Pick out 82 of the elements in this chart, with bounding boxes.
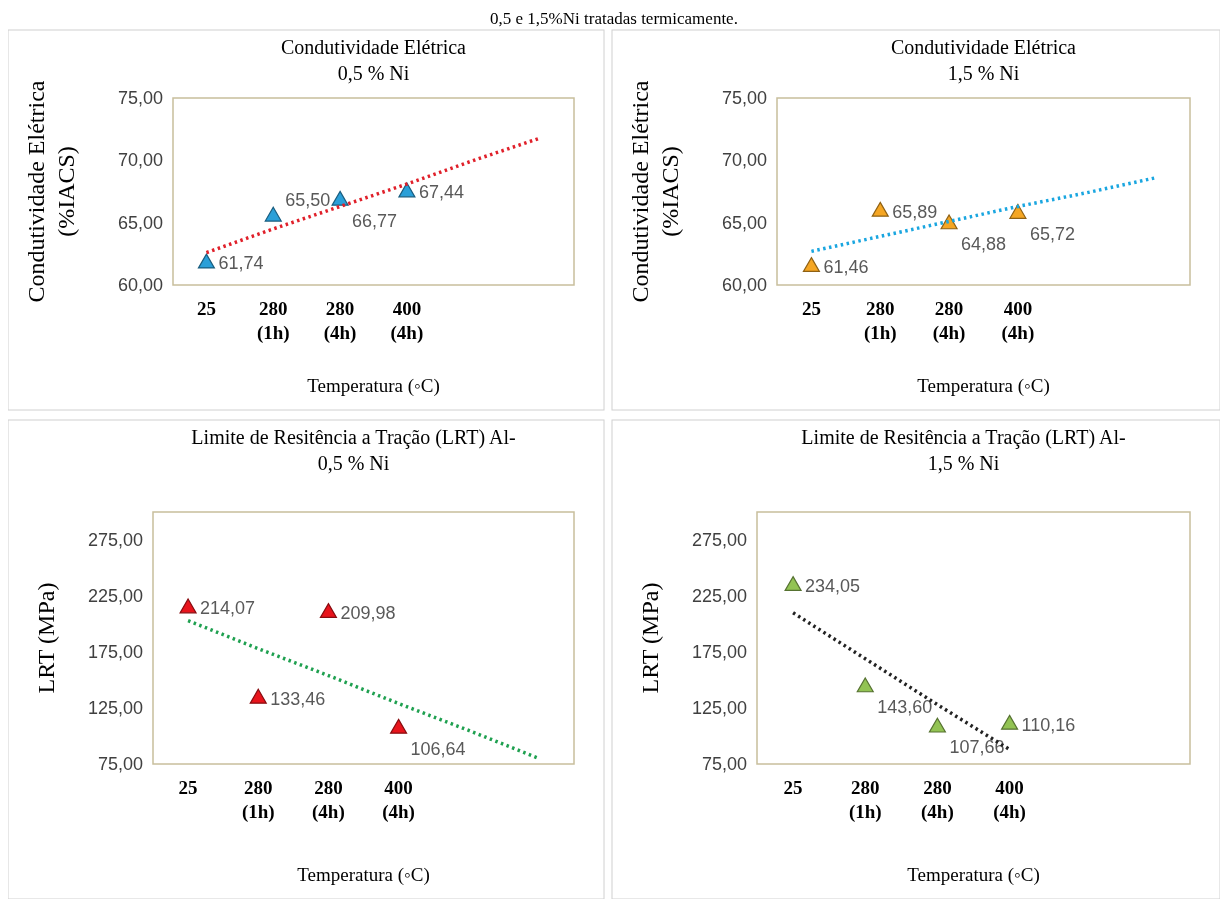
x-tick-label: 280 (1h) — [848, 777, 882, 823]
point — [249, 688, 267, 704]
data-label: 64,88 — [961, 234, 1007, 255]
x-tick-label: 400 (4h) — [993, 777, 1026, 823]
point — [928, 717, 946, 733]
data-label: 66,77 — [352, 210, 398, 231]
x-tick-label: 280 (1h) — [863, 298, 897, 344]
data-label: 214,07 — [200, 598, 256, 619]
y-tick-label: 70,00 — [721, 150, 767, 171]
x-tick-label: 25 — [783, 777, 803, 798]
data-label: 106,64 — [410, 738, 466, 759]
point — [1001, 714, 1019, 730]
x-tick-label: 280 (4h) — [932, 298, 966, 344]
data-label: 234,05 — [805, 575, 861, 596]
data-label: 61,46 — [823, 256, 869, 277]
x-tick-label: 400 (4h) — [1001, 298, 1035, 344]
chart-title: Condutividade Elétrica — [281, 36, 467, 58]
y-tick-label: 125,00 — [87, 698, 143, 718]
x-tick-label: 25 — [196, 298, 216, 319]
data-label: 65,72 — [1029, 223, 1075, 244]
y-tick-label: 60,00 — [117, 275, 163, 295]
x-tick-label: 25 — [178, 777, 198, 798]
y-axis-title: Condutividade Elétrica (%IACS) — [627, 80, 683, 303]
y-axis-title: LRT (MPa) — [33, 582, 59, 694]
y-tick-label: 65,00 — [117, 212, 163, 233]
y-tick-label: 225,00 — [691, 586, 747, 606]
chart-title: Limite de Resitência a Tração (LRT) Al- — [801, 426, 1126, 449]
x-tick-label: 25 — [801, 298, 821, 319]
x-tick-label: 280 (4h) — [921, 777, 954, 823]
data-label: 67,44 — [418, 182, 464, 203]
point — [331, 190, 349, 206]
y-tick-label: 275,00 — [691, 530, 747, 550]
x-axis-title: Temperatura (◦C) — [907, 864, 1040, 886]
data-label: 107,66 — [949, 737, 1005, 758]
x-tick-label: 280 (1h) — [256, 298, 290, 344]
chart-subtitle: 0,5 % Ni — [337, 62, 410, 84]
data-label: 133,46 — [270, 688, 326, 709]
chart-subtitle: 1,5 % Ni — [947, 62, 1020, 84]
point — [390, 718, 408, 734]
point — [856, 677, 874, 693]
y-tick-label: 275,00 — [87, 530, 143, 550]
y-tick-label: 75,00 — [117, 88, 163, 108]
y-tick-label: 75,00 — [721, 88, 767, 108]
x-axis-title: Temperatura (◦C) — [297, 864, 430, 886]
point — [179, 598, 197, 614]
point — [398, 182, 416, 198]
x-axis-title: Temperatura (◦C) — [917, 375, 1050, 397]
y-tick-label: 75,00 — [97, 754, 143, 774]
y-axis-title: LRT (MPa) — [637, 582, 663, 694]
x-tick-label: 400 (4h) — [382, 777, 415, 823]
point — [197, 253, 215, 269]
text: 0,5 e 1,5%Ni tratadas termicamente. — [490, 9, 738, 28]
y-tick-label: 70,00 — [117, 150, 163, 171]
chart-title: Limite de Resitência a Tração (LRT) Al- — [191, 426, 516, 449]
data-label: 65,89 — [892, 201, 938, 222]
data-label: 65,50 — [285, 190, 331, 211]
y-tick-label: 60,00 — [721, 275, 767, 295]
point — [264, 206, 282, 222]
x-tick-label: 280 (1h) — [241, 777, 275, 823]
chart-title: Condutividade Elétrica — [891, 36, 1077, 58]
x-tick-label: 280 (4h) — [312, 777, 345, 823]
x-axis-title: Temperatura (◦C) — [307, 375, 440, 397]
chart-subtitle: 1,5 % Ni — [927, 452, 1000, 474]
x-tick-label: 400 (4h) — [390, 298, 424, 344]
x-tick-label: 280 (4h) — [323, 298, 357, 344]
point — [871, 201, 889, 217]
y-tick-label: 225,00 — [87, 586, 143, 606]
data-label: 61,74 — [218, 253, 264, 274]
y-tick-label: 65,00 — [721, 212, 767, 233]
y-tick-label: 75,00 — [701, 754, 747, 774]
point — [1009, 203, 1027, 219]
point — [319, 603, 337, 619]
y-tick-label: 125,00 — [691, 698, 747, 718]
point — [802, 257, 820, 272]
data-label: 209,98 — [340, 602, 396, 623]
y-tick-label: 175,00 — [87, 642, 143, 662]
data-label: 110,16 — [1021, 714, 1076, 735]
y-tick-label: 175,00 — [691, 642, 747, 662]
point — [784, 576, 802, 592]
chart-subtitle: 0,5 % Ni — [317, 452, 390, 474]
data-label: 143,60 — [877, 697, 933, 718]
y-axis-title: Condutividade Elétrica (%IACS) — [23, 80, 79, 303]
